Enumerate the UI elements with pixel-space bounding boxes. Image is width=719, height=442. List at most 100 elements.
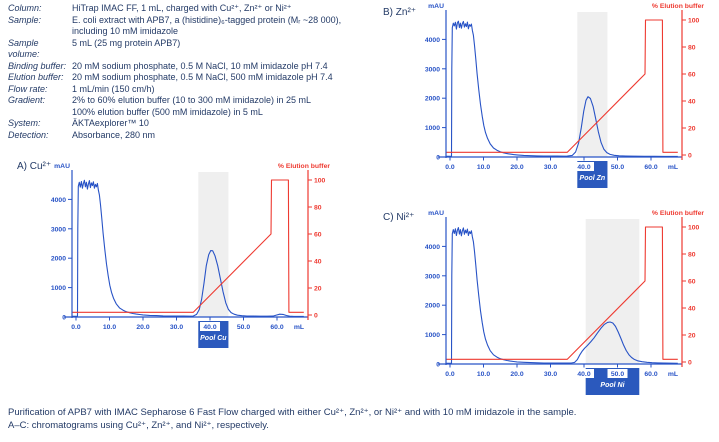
left-tick-label: 4000 [51,197,66,204]
x-tick-label: 60.0 [270,324,283,331]
chromatogram-cu: 0 1000 2000 3000 4000 0 20 40 60 80 100 0.0 10.0 20.0… [40,160,340,360]
left-axis-label: mAU [428,210,444,217]
left-axis-label: mAU [54,163,70,170]
left-tick-label: 2000 [51,256,66,263]
x-tick-label: 50.0 [237,324,250,331]
x-tick-label: 10.0 [477,164,490,171]
left-tick-label: 3000 [51,226,66,233]
info-row: Sample volume: 5 mL (25 mg protein APB7) [8,38,408,61]
pool-shaded-band [577,12,608,157]
right-tick-label: 0 [688,360,692,367]
uv-absorbance-curve [72,179,304,317]
right-tick-label: 60 [688,279,696,286]
caption-line-1: Purification of APB7 with IMAC Sepharose… [8,407,577,418]
chromatogram-svg: 0 1000 2000 3000 4000 0 20 40 60 80 100 0.0 10.0 20.0… [51,163,330,348]
x-tick-label-patch [607,162,628,171]
x-tick-label: 10.0 [103,324,116,331]
chromatogram-svg: 0 1000 2000 3000 4000 0 20 40 60 80 100 0.0 10.0 20.0… [425,3,704,188]
info-row-value: HiTrap IMAC FF, 1 mL, charged with Cu²⁺,… [72,3,292,13]
info-row: Gradient: 2% to 60% elution buffer (10 to… [8,95,408,118]
left-tick-label: 1000 [425,332,440,339]
x-axis-unit-label: mL [294,324,304,331]
caption-line-2: A–C: chromatograms using Cu²⁺, Zn²⁺, and… [8,420,269,431]
x-tick-label: 20.0 [510,164,523,171]
left-tick-label: 3000 [425,273,440,280]
info-row: Sample: E. coli extract with APB7, a (his… [8,15,408,38]
right-tick-label: 20 [314,286,322,293]
elution-gradient-curve [446,226,678,360]
right-tick-label: 0 [314,313,318,320]
x-axis-unit-label: mL [668,164,678,171]
right-axis-label: % Elution buffer [652,3,704,10]
x-tick-label-patch [506,162,527,171]
left-tick-label: 2000 [425,96,440,103]
x-tick-label-patch [540,369,561,378]
x-tick-label: 50.0 [611,164,624,171]
info-row-label: Column: [8,3,42,13]
info-row-label: Flow rate: [8,83,48,94]
x-tick-label: 0.0 [445,164,455,171]
right-tick-label: 0 [688,153,692,160]
x-tick-label: 50.0 [611,371,624,378]
right-tick-label: 60 [688,72,696,79]
info-row-value: 2% to 60% elution buffer (10 to 300 mM i… [72,95,311,117]
x-tick-label-patch [233,322,254,331]
x-tick-label-patch [200,322,221,331]
right-axis-label: % Elution buffer [278,163,330,170]
left-tick-label: 0 [62,315,66,322]
right-tick-label: 100 [314,178,326,185]
info-row-value: 1 mL/min (150 cm/h) [72,83,155,94]
left-tick-label: 4000 [425,37,440,44]
left-tick-label: 0 [436,362,440,369]
chromatogram-svg: 0 1000 2000 3000 4000 0 20 40 60 80 100 0.0 10.0 20.0… [425,210,704,395]
info-row-label: Sample: [8,14,42,25]
x-tick-label: 10.0 [477,371,490,378]
info-row-value: E. coli extract with APB7, a (histidine)… [72,14,342,37]
x-tick-label-patch [607,369,628,378]
left-axis-label: mAU [428,3,444,10]
x-tick-label-patch [267,322,288,331]
right-tick-label: 40 [688,99,696,106]
x-tick-label: 40.0 [577,371,590,378]
left-tick-label: 4000 [425,244,440,251]
info-row-label: Sample volume: [8,37,40,60]
info-row: Detection: Absorbance, 280 nm [8,130,408,142]
right-axis-label: % Elution buffer [652,210,704,217]
chromatogram-zn: 0 1000 2000 3000 4000 0 20 40 60 80 100 0.0 10.0 20.0… [414,0,714,200]
uv-absorbance-curve [446,20,678,157]
x-tick-label-patch [574,369,595,378]
elution-gradient-curve [446,19,678,153]
x-tick-label-patch [99,322,120,331]
info-row-label: Gradient: [8,95,46,105]
x-tick-label: 20.0 [136,324,149,331]
info-row: Elution buffer: 20 mM sodium phosphate, 0… [8,72,408,84]
x-tick-label: 40.0 [577,164,590,171]
x-tick-label: 0.0 [445,371,455,378]
right-tick-label: 60 [314,232,322,239]
x-tick-label: 30.0 [544,164,557,171]
info-row-label: Detection: [8,129,49,140]
right-tick-label: 100 [688,225,700,232]
right-tick-label: 40 [688,306,696,313]
left-tick-label: 0 [436,155,440,162]
x-tick-label: 30.0 [170,324,183,331]
info-row: Binding buffer: 20 mM sodium phosphate, 0… [8,61,408,73]
right-tick-label: 40 [314,259,322,266]
x-tick-label-patch [574,162,595,171]
info-row: System: ÄKTAexplorer™ 10 [8,118,408,130]
x-tick-label-patch [65,322,86,331]
x-tick-label-patch [641,162,662,171]
x-tick-label-patch [439,162,460,171]
x-tick-label-patch [473,369,494,378]
chart-a-title: A) Cu²⁺ [17,161,52,172]
right-tick-label: 100 [688,18,700,25]
chromatogram-ni: 0 1000 2000 3000 4000 0 20 40 60 80 100 0.0 10.0 20.0… [414,207,714,407]
x-tick-label: 20.0 [510,371,523,378]
chart-c-title: C) Ni²⁺ [383,212,415,223]
left-tick-label: 1000 [51,285,66,292]
info-row-value: 20 mM sodium phosphate, 0.5 M NaCl, 500 … [72,72,333,82]
x-tick-label-patch [540,162,561,171]
x-tick-label-patch [439,369,460,378]
x-tick-label-patch [506,369,527,378]
left-tick-label: 1000 [425,125,440,132]
